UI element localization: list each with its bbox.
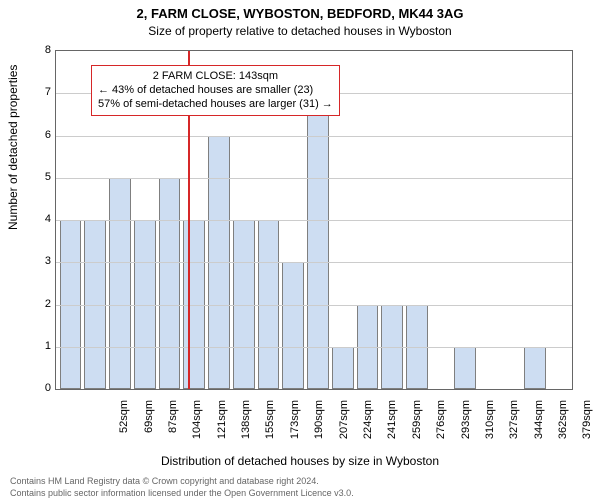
chart-title-line2: Size of property relative to detached ho…: [0, 24, 600, 38]
xtick-label: 69sqm: [143, 400, 155, 450]
xtick-label: 190sqm: [313, 400, 325, 450]
xtick-label: 155sqm: [264, 400, 276, 450]
gridline: [56, 305, 572, 306]
ytick-label: 2: [45, 298, 51, 310]
x-axis-label: Distribution of detached houses by size …: [0, 454, 600, 468]
xtick-label: 121sqm: [216, 400, 228, 450]
bar: [159, 178, 181, 389]
ytick-label: 0: [45, 382, 51, 394]
ytick-label: 8: [45, 44, 51, 56]
footer-line1: Contains HM Land Registry data © Crown c…: [10, 476, 319, 486]
gridline: [56, 262, 572, 263]
y-axis-label: Number of detached properties: [6, 65, 20, 230]
xtick-label: 276sqm: [435, 400, 447, 450]
xtick-label: 52sqm: [118, 400, 130, 450]
xtick-label: 241sqm: [386, 400, 398, 450]
bar: [307, 93, 329, 389]
xtick-label: 310sqm: [484, 400, 496, 450]
plot-area: 2 FARM CLOSE: 143sqm← 43% of detached ho…: [55, 50, 573, 390]
xtick-label: 344sqm: [533, 400, 545, 450]
xtick-label: 207sqm: [338, 400, 350, 450]
chart-container: { "chart": { "type": "histogram", "title…: [0, 0, 600, 500]
xtick-label: 327sqm: [508, 400, 520, 450]
annotation-box: 2 FARM CLOSE: 143sqm← 43% of detached ho…: [91, 65, 340, 116]
bar: [282, 262, 304, 389]
ytick-label: 7: [45, 86, 51, 98]
ytick-label: 3: [45, 255, 51, 267]
xtick-label: 362sqm: [557, 400, 569, 450]
gridline: [56, 178, 572, 179]
ytick-label: 4: [45, 213, 51, 225]
ytick-label: 6: [45, 129, 51, 141]
xtick-label: 379sqm: [581, 400, 593, 450]
xtick-label: 138sqm: [240, 400, 252, 450]
xtick-label: 104sqm: [191, 400, 203, 450]
bar: [332, 347, 354, 389]
bar: [109, 178, 131, 389]
gridline: [56, 136, 572, 137]
xtick-label: 224sqm: [362, 400, 374, 450]
xtick-label: 259sqm: [411, 400, 423, 450]
annotation-line: ← 43% of detached houses are smaller (23…: [98, 84, 333, 98]
ytick-label: 1: [45, 340, 51, 352]
annotation-line: 57% of semi-detached houses are larger (…: [98, 98, 333, 112]
chart-title-line1: 2, FARM CLOSE, WYBOSTON, BEDFORD, MK44 3…: [0, 6, 600, 21]
footer-line2: Contains public sector information licen…: [10, 488, 354, 498]
ytick-label: 5: [45, 171, 51, 183]
xtick-label: 87sqm: [167, 400, 179, 450]
gridline: [56, 220, 572, 221]
gridline: [56, 347, 572, 348]
bar: [524, 347, 546, 389]
bar: [454, 347, 476, 389]
annotation-line: 2 FARM CLOSE: 143sqm: [98, 70, 333, 84]
xtick-label: 293sqm: [460, 400, 472, 450]
xtick-label: 173sqm: [289, 400, 301, 450]
